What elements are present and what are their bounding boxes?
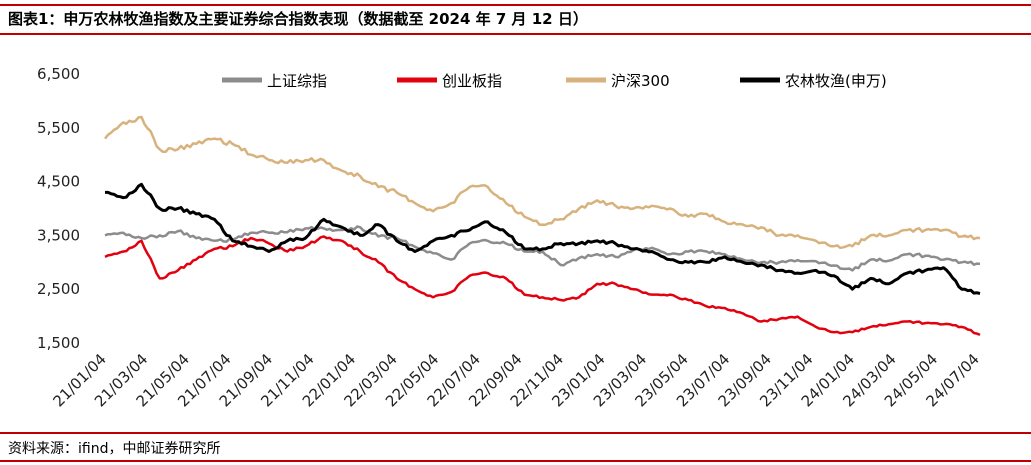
source-top-rule bbox=[0, 432, 1031, 434]
series-line-hs bbox=[104, 115, 981, 250]
x-axis: 21/01/0421/03/0421/05/0421/07/0421/09/04… bbox=[49, 350, 982, 410]
title-bottom-rule bbox=[0, 33, 1031, 35]
y-tick-label: 2,500 bbox=[37, 280, 80, 298]
legend-label-hs: 沪深300 bbox=[611, 72, 670, 90]
y-tick-label: 5,500 bbox=[37, 119, 80, 137]
source-note: 资料来源：ifind，中邮证券研究所 bbox=[8, 441, 221, 457]
y-tick-label: 4,500 bbox=[37, 173, 80, 191]
legend-label-sh: 上证综指 bbox=[267, 72, 327, 90]
line-chart: 1,500 2,500 3,500 4,500 5,500 6,500 21/01/042… bbox=[37, 65, 983, 410]
series-line-sh bbox=[104, 225, 981, 272]
title-top-rule bbox=[0, 4, 1031, 6]
series-line-ag bbox=[105, 182, 981, 295]
figure-title: 图表1：申万农林牧渔指数及主要证券综合指数表现（数据截至 2024 年 7 月 … bbox=[8, 10, 588, 28]
series-line-cy bbox=[104, 235, 981, 337]
legend-label-cy: 创业板指 bbox=[442, 72, 502, 90]
legend: 上证综指 创业板指 沪深300 农林牧渔(申万) bbox=[222, 72, 887, 90]
y-tick-label: 6,500 bbox=[37, 65, 80, 83]
y-axis: 1,500 2,500 3,500 4,500 5,500 6,500 bbox=[37, 65, 80, 352]
legend-label-ag: 农林牧渔(申万) bbox=[785, 72, 887, 90]
y-tick-label: 1,500 bbox=[37, 334, 80, 352]
y-tick-label: 3,500 bbox=[37, 226, 80, 244]
source-bottom-rule bbox=[0, 460, 1031, 462]
